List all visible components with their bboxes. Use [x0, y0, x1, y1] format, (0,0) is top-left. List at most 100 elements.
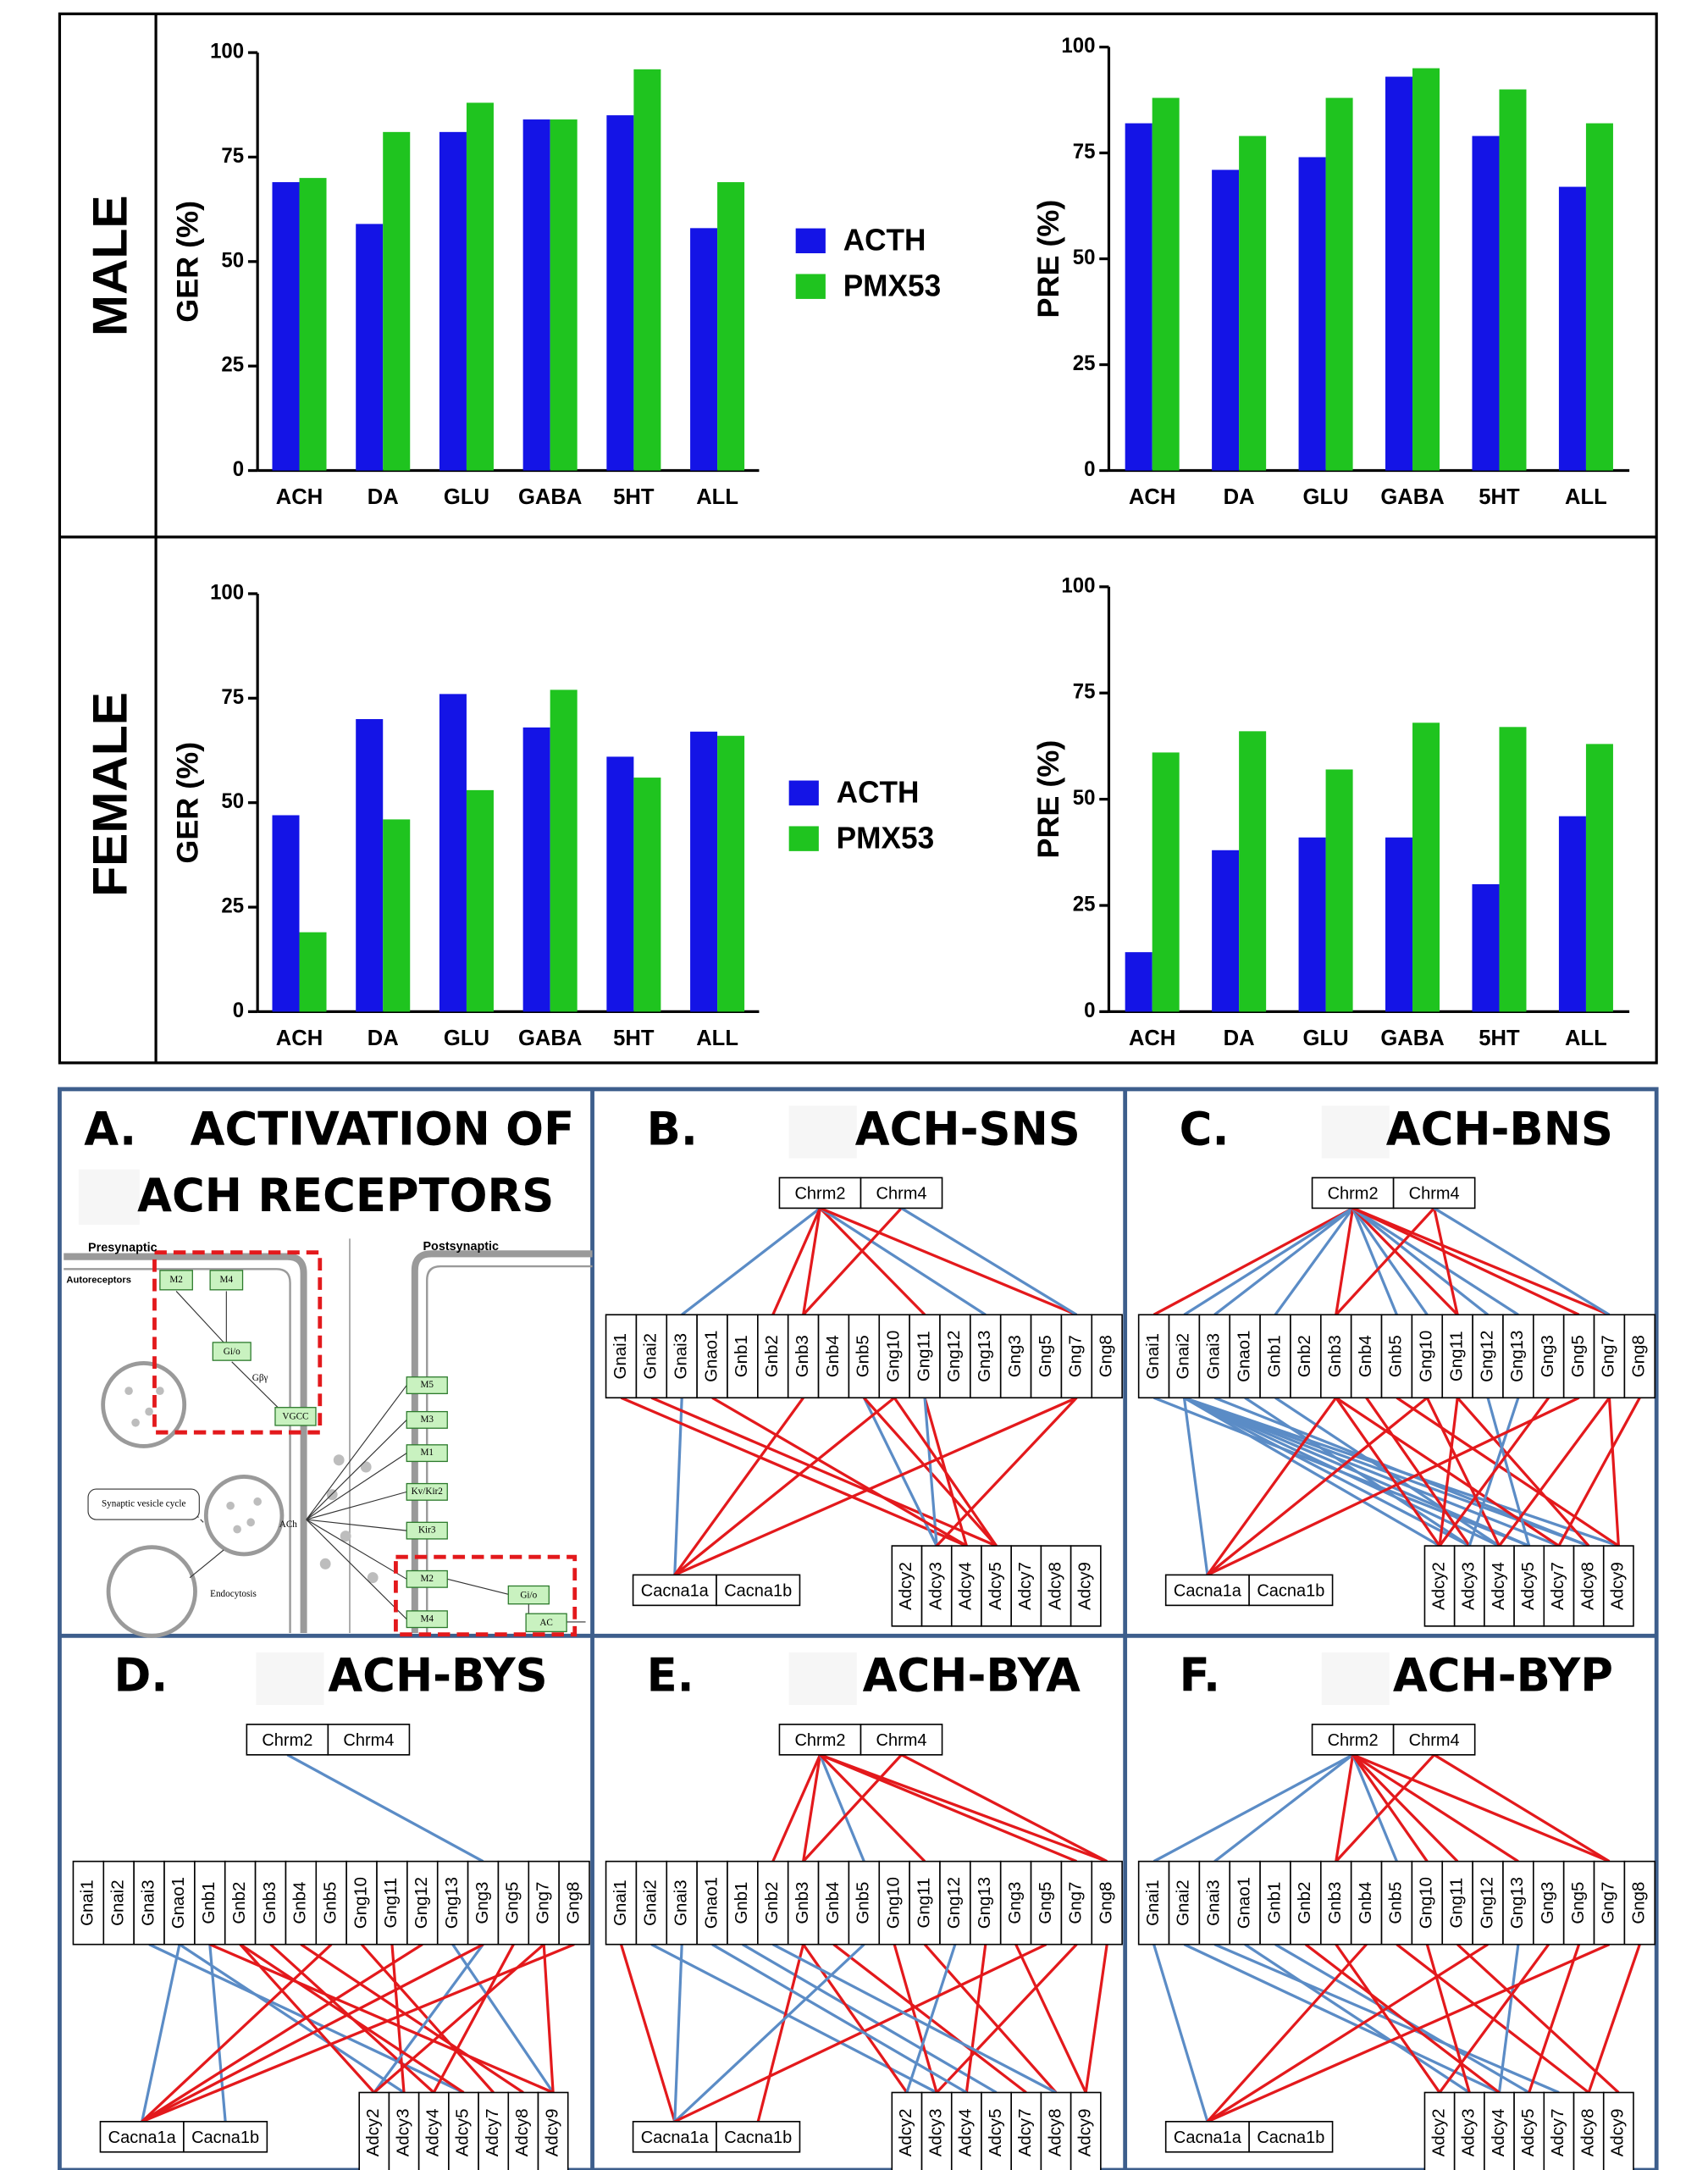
x-tick-label: GABA — [518, 485, 582, 509]
bar — [1326, 769, 1353, 1011]
node-label: Adcy5 — [987, 2109, 1005, 2157]
node-label: Cacna1b — [191, 2128, 259, 2147]
bar — [1299, 158, 1326, 471]
x-tick-label: ACH — [1129, 1027, 1175, 1050]
edge — [1434, 1208, 1610, 1315]
x-tick-label: ACH — [1129, 485, 1175, 509]
diagram-label: M2 — [169, 1275, 183, 1285]
bar — [1385, 838, 1412, 1012]
node-label: Gng10 — [352, 1877, 371, 1929]
node-label: Gng13 — [976, 1877, 994, 1929]
node-label: Adcy2 — [1430, 1562, 1449, 1610]
node-label: Adcy3 — [395, 2109, 413, 2157]
node-label: Chrm4 — [1409, 1184, 1460, 1203]
bar — [606, 756, 633, 1011]
node-label: Gng8 — [1097, 1335, 1116, 1377]
x-tick-label: 5HT — [613, 1027, 655, 1050]
node-label: Gng11 — [382, 1878, 401, 1929]
x-tick-label: ACH — [276, 1027, 323, 1050]
y-tick-label: 50 — [221, 249, 244, 272]
y-tick-label: 0 — [233, 999, 244, 1022]
y-tick-label: 25 — [221, 894, 244, 917]
edge — [1154, 1755, 1353, 1862]
edge — [1154, 1398, 1529, 1546]
node-label: Gng13 — [976, 1331, 994, 1382]
edge — [1275, 1208, 1353, 1315]
panel-letter: B. — [647, 1102, 698, 1156]
node-label: Gnb2 — [763, 1882, 782, 1924]
bar — [356, 719, 383, 1011]
diagram-label: Gβγ — [252, 1373, 268, 1383]
bar — [272, 815, 299, 1011]
node-label: Cacna1b — [724, 1581, 792, 1600]
mask — [1322, 1652, 1390, 1705]
bar — [1586, 124, 1613, 471]
bar — [1412, 69, 1440, 471]
bar — [1299, 838, 1326, 1012]
x-tick-label: GLU — [1303, 485, 1349, 509]
bar — [717, 182, 744, 470]
node-label: Chrm4 — [343, 1731, 394, 1750]
node-label: Gnb4 — [824, 1882, 843, 1924]
node-label: Adcy4 — [957, 2109, 976, 2157]
panel-title: ACH-BYP — [1393, 1648, 1613, 1702]
node-label: Adcy8 — [1579, 2109, 1598, 2157]
node-label: Gng3 — [473, 1882, 492, 1924]
node-label: Gng12 — [1478, 1877, 1496, 1929]
edge — [758, 1945, 803, 2122]
node-label: Gng11 — [915, 1331, 934, 1381]
node-label: Adcy7 — [1016, 2109, 1035, 2157]
edge — [1154, 1208, 1353, 1315]
node-label: Gnb2 — [1296, 1882, 1314, 1924]
node-label: Adcy5 — [1519, 1562, 1538, 1610]
diagram-label: M4 — [220, 1275, 234, 1285]
node-label: Gng11 — [915, 1878, 934, 1929]
node-label: Adcy9 — [1609, 1562, 1628, 1610]
row-label: FEMALE — [83, 692, 137, 897]
bar — [1499, 90, 1526, 471]
edge — [301, 1945, 523, 2093]
edge — [544, 1945, 553, 2093]
x-tick-label: ALL — [1565, 1027, 1607, 1050]
x-tick-label: 5HT — [1479, 1027, 1520, 1050]
y-axis-label: GER (%) — [171, 201, 205, 323]
node-label: Gng3 — [1006, 1335, 1025, 1377]
x-tick-label: GABA — [518, 1027, 582, 1050]
node-label: Gng8 — [1630, 1882, 1649, 1924]
node-label: Gnb1 — [732, 1882, 751, 1924]
panel-letter: A. — [84, 1102, 136, 1156]
y-axis-label: PRE (%) — [1031, 740, 1065, 859]
node-label: Gnao1 — [1235, 1877, 1254, 1929]
y-tick-label: 50 — [1073, 246, 1096, 269]
legend-swatch — [789, 781, 819, 805]
node-label: Gnai3 — [1205, 1879, 1224, 1925]
diagram-label: Gi/o — [224, 1347, 240, 1357]
edge — [287, 1755, 483, 1862]
mask — [79, 1170, 140, 1225]
node-label: Gnai3 — [140, 1879, 158, 1925]
x-tick-label: DA — [1224, 1027, 1255, 1050]
diagram-label: M3 — [420, 1414, 434, 1425]
diagram-label: M1 — [420, 1448, 434, 1458]
node-label: Gnai2 — [642, 1333, 661, 1379]
node-label: Gnb5 — [1387, 1882, 1406, 1924]
node-label: Gnb1 — [1265, 1335, 1284, 1377]
node-label: Gng10 — [885, 1877, 904, 1929]
node-label: Gnao1 — [703, 1877, 721, 1929]
panel-letter: E. — [647, 1648, 694, 1702]
node-label: Gnb3 — [1326, 1882, 1345, 1924]
node-label: Chrm2 — [1328, 1184, 1379, 1203]
diagram-label: Autoreceptors — [66, 1275, 131, 1285]
bar — [356, 224, 383, 470]
diagram-label: Kir3 — [418, 1525, 436, 1536]
bar — [1239, 731, 1266, 1011]
bar — [1239, 136, 1266, 471]
edge — [1086, 1945, 1107, 2093]
node-label: Gng12 — [412, 1877, 431, 1929]
node-label: Gnb3 — [793, 1335, 812, 1377]
y-tick-label: 100 — [210, 40, 244, 63]
mask — [789, 1652, 857, 1705]
node-label: Gng5 — [1036, 1882, 1055, 1924]
node-label: Gnb5 — [1387, 1335, 1406, 1377]
bar — [383, 132, 410, 471]
